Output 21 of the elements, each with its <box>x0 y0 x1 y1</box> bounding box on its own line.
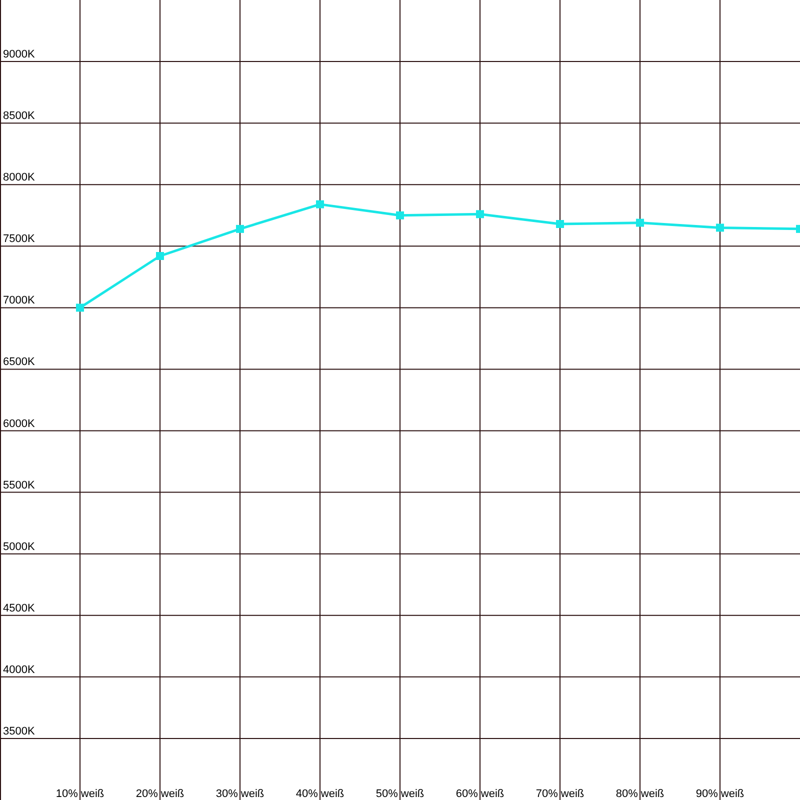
x-tick-label: 10% weiß <box>56 788 104 800</box>
x-tick-label: 30% weiß <box>216 788 264 800</box>
y-tick-label: 9000K <box>3 48 36 61</box>
x-tick-label: 40% weiß <box>296 788 344 800</box>
y-tick-label: 4000K <box>3 664 36 676</box>
y-tick-label: 6000K <box>3 418 36 430</box>
y-tick-label: 7500K <box>3 233 36 246</box>
x-tick-label: 50% weiß <box>376 788 424 800</box>
y-tick-label: 6500K <box>3 356 36 368</box>
y-tick-label: 3500K <box>3 725 36 738</box>
x-tick-label: 80% weiß <box>616 788 664 800</box>
x-tick-label: 60% weiß <box>456 788 504 800</box>
y-tick-label: 5000K <box>3 540 36 553</box>
y-tick-label: 5500K <box>3 479 36 492</box>
y-tick-label: 8000K <box>3 172 36 184</box>
y-tick-label: 4500K <box>3 602 36 614</box>
x-tick-label: 70% weiß <box>536 788 584 800</box>
x-tick-label: 20% weiß <box>136 788 184 800</box>
x-tick-label: 90% weiß <box>696 788 744 800</box>
y-tick-label: 7000K <box>3 294 36 307</box>
y-tick-label: 8500K <box>3 110 36 122</box>
